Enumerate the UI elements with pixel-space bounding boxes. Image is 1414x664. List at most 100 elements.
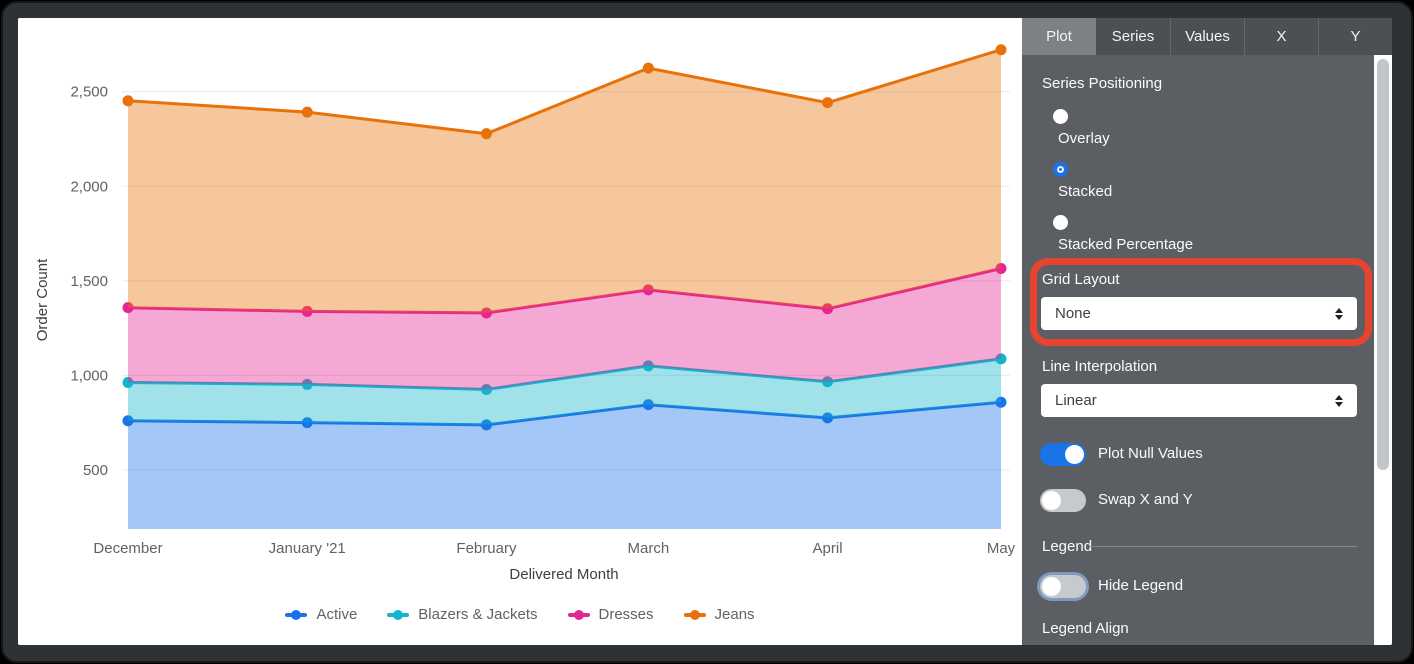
y-tick-label: 2,000 bbox=[70, 178, 108, 195]
x-tick-label: May bbox=[987, 540, 1016, 557]
legend-item-blazers-jackets[interactable]: Blazers & Jackets bbox=[387, 606, 538, 623]
plot-null-values-toggle[interactable] bbox=[1040, 443, 1086, 466]
data-point[interactable] bbox=[301, 378, 313, 390]
tab-series[interactable]: Series bbox=[1111, 28, 1155, 45]
y-tick-label: 1,500 bbox=[70, 273, 108, 290]
x-tick-label: April bbox=[813, 540, 843, 557]
line-interpolation-value: Linear bbox=[1055, 392, 1097, 409]
data-point[interactable] bbox=[995, 353, 1007, 365]
area-blazers-jackets bbox=[128, 358, 1001, 425]
legend-item-label: Dresses bbox=[598, 606, 654, 623]
data-point[interactable] bbox=[301, 106, 313, 118]
legend-marker-icon bbox=[567, 609, 590, 620]
section-divider bbox=[1090, 546, 1357, 547]
toggle-knob bbox=[1042, 491, 1061, 510]
radio-stacked-percentage[interactable] bbox=[1053, 215, 1068, 230]
radio-overlay-label[interactable]: Overlay bbox=[1058, 130, 1110, 147]
data-point[interactable] bbox=[301, 305, 313, 317]
data-point[interactable] bbox=[642, 62, 654, 74]
data-point[interactable] bbox=[480, 384, 492, 396]
data-point[interactable] bbox=[480, 128, 492, 140]
grid-layout-label: Grid Layout bbox=[1042, 271, 1120, 288]
settings-panel: Plot Series Values X Y Series Positionin… bbox=[1022, 18, 1392, 645]
scrollbar-thumb[interactable] bbox=[1377, 59, 1389, 470]
tab-plot[interactable]: Plot bbox=[1022, 18, 1096, 55]
line-interpolation-select[interactable]: Linear bbox=[1041, 384, 1357, 417]
y-axis-title: Order Count bbox=[34, 258, 51, 341]
radio-stacked[interactable] bbox=[1053, 162, 1068, 177]
data-point[interactable] bbox=[642, 399, 654, 411]
tab-y[interactable]: Y bbox=[1318, 18, 1392, 55]
x-tick-label: March bbox=[627, 540, 669, 557]
legend-item-label: Blazers & Jackets bbox=[418, 606, 538, 623]
legend-marker-icon bbox=[285, 609, 308, 620]
series-positioning-label: Series Positioning bbox=[1042, 75, 1163, 92]
legend-marker-icon bbox=[683, 609, 706, 620]
select-updown-icon bbox=[1335, 394, 1343, 407]
legend-dot-icon bbox=[393, 609, 404, 620]
panel-tabbar: Plot Series Values X Y bbox=[1022, 18, 1392, 55]
legend-item-label: Active bbox=[316, 606, 358, 623]
window-content: 500 1,000 1,500 2,000 2,500 December January '… bbox=[18, 18, 1392, 645]
legend-dot-icon bbox=[689, 609, 700, 620]
data-point[interactable] bbox=[822, 97, 834, 109]
data-point[interactable] bbox=[995, 44, 1007, 56]
area-jeans bbox=[128, 49, 1001, 313]
hide-legend-toggle[interactable] bbox=[1040, 575, 1086, 598]
line-active bbox=[127, 400, 1002, 427]
toggle-knob bbox=[1065, 445, 1084, 464]
data-point[interactable] bbox=[480, 419, 492, 431]
y-tick-label: 500 bbox=[83, 462, 108, 479]
x-tick-label: February bbox=[456, 540, 517, 557]
line-blazers-jackets bbox=[127, 357, 1002, 391]
legend-item-active[interactable]: Active bbox=[285, 606, 357, 623]
area-active bbox=[128, 402, 1002, 529]
y-tick-label: 1,000 bbox=[70, 367, 108, 384]
radio-stacked-label[interactable]: Stacked bbox=[1058, 183, 1113, 200]
data-point[interactable] bbox=[822, 412, 834, 424]
radio-overlay[interactable] bbox=[1053, 109, 1068, 124]
legend-dot-icon bbox=[291, 609, 302, 620]
data-point[interactable] bbox=[995, 263, 1007, 275]
data-point[interactable] bbox=[822, 376, 834, 388]
legend-section-header: Legend bbox=[1042, 538, 1093, 555]
legend-item-jeans[interactable]: Jeans bbox=[683, 606, 755, 623]
data-point[interactable] bbox=[122, 302, 134, 314]
data-point[interactable] bbox=[122, 95, 134, 107]
y-tick-label: 2,500 bbox=[70, 84, 108, 101]
grid-layout-select[interactable]: None bbox=[1041, 297, 1357, 330]
x-tick-label: December bbox=[93, 540, 162, 557]
data-point[interactable] bbox=[301, 417, 313, 429]
legend-dot-icon bbox=[573, 609, 584, 620]
swap-x-y-toggle[interactable] bbox=[1040, 489, 1086, 512]
chart-legend: Active Blazers & Jackets Dresses Jeans bbox=[18, 606, 1022, 623]
swap-x-y-label: Swap X and Y bbox=[1098, 491, 1193, 508]
legend-item-dresses[interactable]: Dresses bbox=[567, 606, 654, 623]
grid-layout-value: None bbox=[1055, 305, 1091, 322]
data-point[interactable] bbox=[642, 360, 654, 372]
area-dresses bbox=[128, 268, 1001, 390]
legend-align-label: Legend Align bbox=[1042, 620, 1129, 637]
line-jeans bbox=[127, 48, 1002, 136]
radio-stacked-percentage-label[interactable]: Stacked Percentage bbox=[1058, 236, 1194, 253]
legend-item-label: Jeans bbox=[714, 606, 755, 623]
stacked-area-chart: 500 1,000 1,500 2,000 2,500 December January '… bbox=[34, 44, 1016, 583]
tab-x[interactable]: X bbox=[1244, 18, 1318, 55]
data-point[interactable] bbox=[995, 396, 1007, 408]
data-point[interactable] bbox=[480, 307, 492, 319]
plot-null-values-label: Plot Null Values bbox=[1098, 445, 1203, 462]
data-point[interactable] bbox=[122, 377, 134, 389]
x-tick-label: January '21 bbox=[269, 540, 346, 557]
toggle-knob bbox=[1042, 577, 1061, 596]
window-frame: 500 1,000 1,500 2,000 2,500 December January '… bbox=[3, 3, 1411, 661]
data-point[interactable] bbox=[822, 303, 834, 315]
panel-scrollbar bbox=[1374, 55, 1392, 645]
select-updown-icon bbox=[1335, 307, 1343, 320]
chart-region: 500 1,000 1,500 2,000 2,500 December January '… bbox=[18, 18, 1022, 645]
panel-body: Series Positioning Overlay Stacked Stack… bbox=[1022, 55, 1374, 645]
data-point[interactable] bbox=[122, 415, 134, 427]
legend-marker-icon bbox=[387, 609, 410, 620]
line-interpolation-label: Line Interpolation bbox=[1042, 358, 1158, 375]
data-point[interactable] bbox=[642, 284, 654, 296]
tab-values[interactable]: Values bbox=[1170, 18, 1244, 55]
